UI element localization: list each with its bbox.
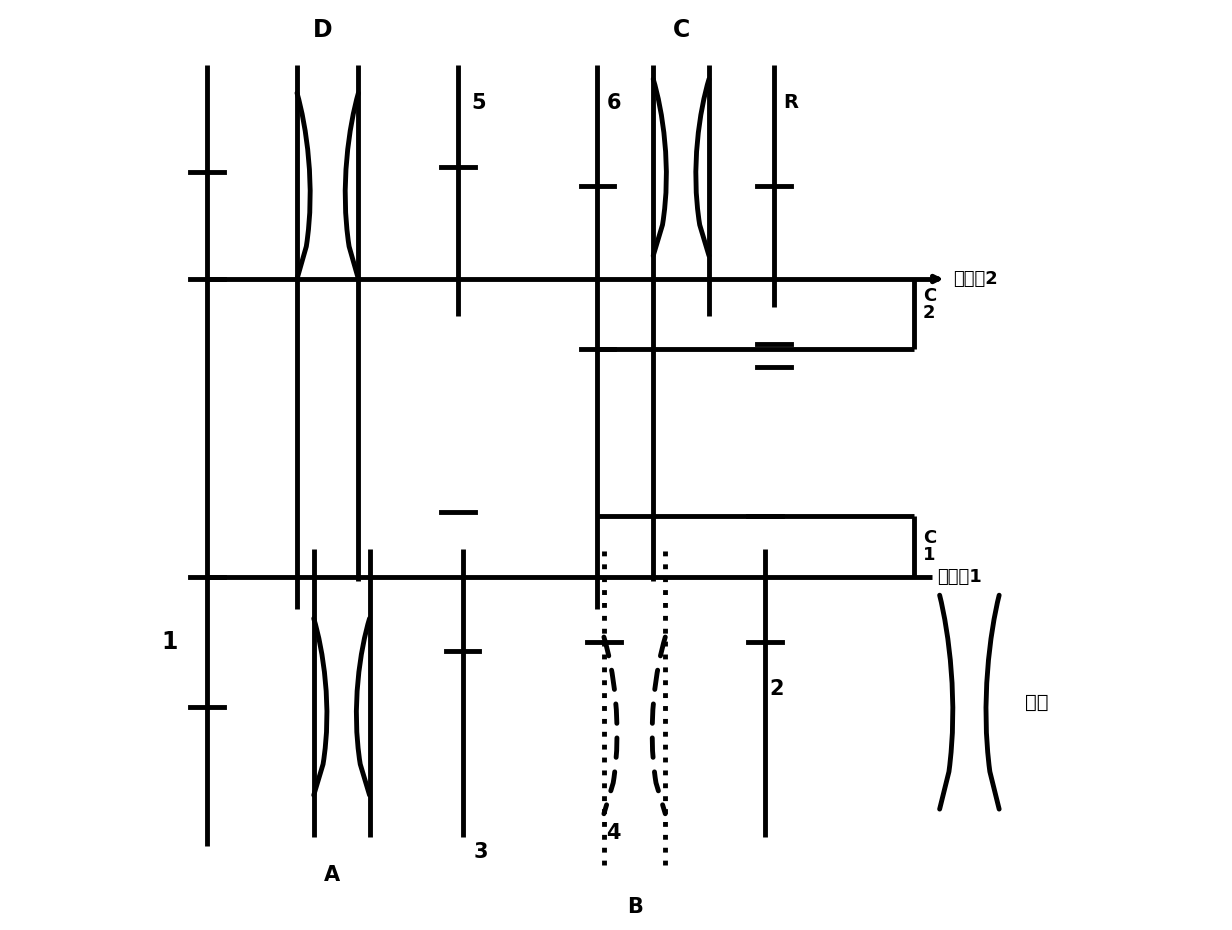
Text: 2: 2 — [770, 679, 784, 699]
Text: R: R — [784, 93, 798, 112]
Text: 6: 6 — [606, 93, 621, 113]
Text: 输出轴1: 输出轴1 — [936, 567, 982, 586]
Text: 输出轴2: 输出轴2 — [952, 270, 998, 288]
Text: 5: 5 — [472, 93, 487, 113]
Text: 1: 1 — [161, 630, 177, 654]
Text: C
1: C 1 — [923, 529, 936, 564]
Text: A: A — [324, 865, 340, 885]
Text: 3: 3 — [474, 842, 488, 862]
Text: D: D — [313, 18, 333, 42]
Text: 拨叉: 拨叉 — [1025, 693, 1048, 711]
Text: 4: 4 — [606, 823, 621, 844]
Text: C
2: C 2 — [923, 287, 936, 322]
Text: B: B — [627, 897, 643, 918]
Text: C: C — [673, 18, 690, 42]
